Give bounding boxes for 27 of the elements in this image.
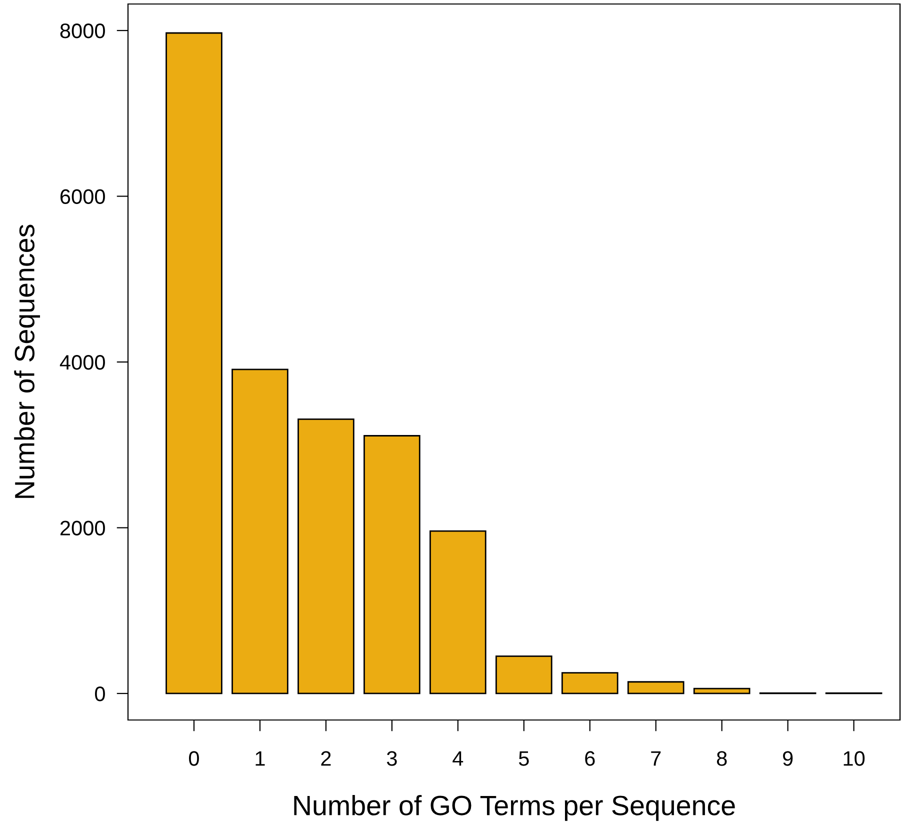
bar (364, 435, 420, 694)
x-tick-label: 8 (716, 751, 727, 766)
bar (430, 530, 486, 694)
y-tick-label: 6000 (60, 189, 105, 204)
x-tick-label: 2 (321, 751, 331, 766)
x-tick-label: 6 (585, 751, 595, 766)
bar (495, 655, 552, 694)
y-tick-label: 4000 (60, 355, 105, 370)
bar (232, 368, 288, 694)
bar (693, 688, 750, 694)
x-tick-label: 9 (783, 751, 793, 766)
y-tick-label: 2000 (60, 520, 105, 536)
y-tick-label: 8000 (60, 24, 105, 38)
x-tick-label: 4 (452, 751, 464, 766)
y-tick-label: 0 (95, 686, 105, 702)
x-axis-title: Number of GO Terms per Sequence (294, 794, 735, 821)
y-axis-title: Number of Sequences (14, 224, 40, 498)
bar (298, 418, 354, 694)
bar (561, 672, 618, 694)
x-tick-label: 7 (651, 751, 661, 766)
x-tick-label: 5 (518, 751, 529, 766)
x-tick-label: 1 (256, 751, 265, 766)
x-tick-label: 3 (386, 751, 397, 766)
x-tick-label: 10 (844, 751, 865, 766)
bar (627, 681, 684, 694)
bar (166, 32, 222, 694)
x-tick-label: 0 (189, 751, 199, 766)
